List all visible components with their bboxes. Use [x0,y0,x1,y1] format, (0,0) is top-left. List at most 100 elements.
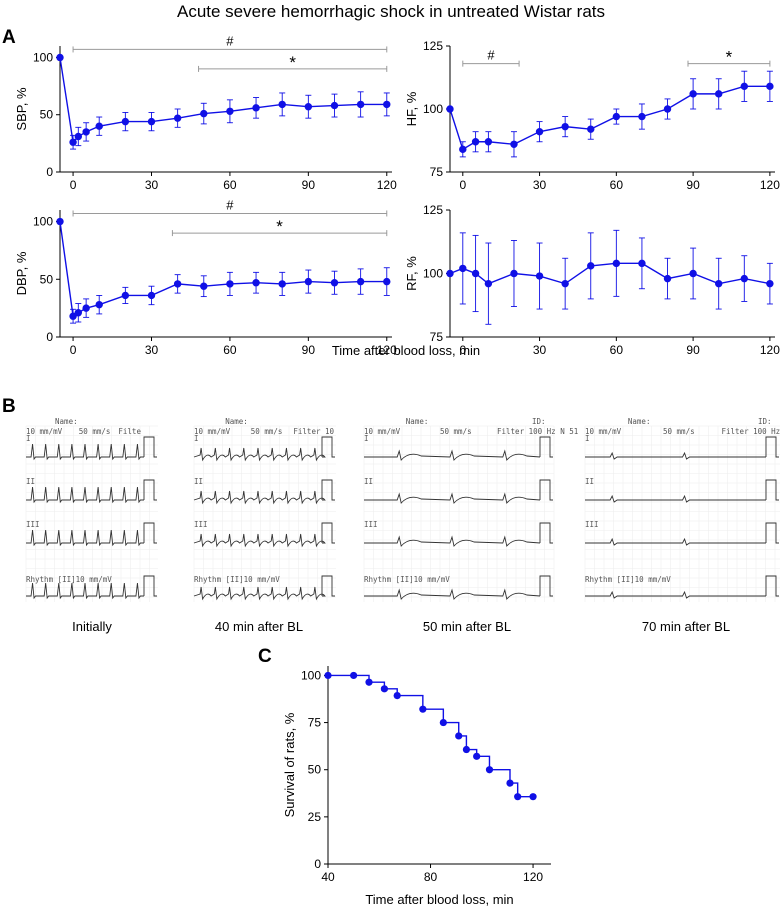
ecg-calibration-pulse [765,479,779,501]
rf-y-tick-label: 100 [423,267,443,281]
dbp-significance-star: * [276,217,283,236]
ecg-rhythm-label: Rhythm [II]10 mm/mV [585,575,671,584]
dbp-point [74,309,82,317]
survival-point [462,745,471,754]
sbp-point [74,132,82,141]
rf-y-tick-label: 125 [423,203,443,217]
ecg-calibration-pulse [765,575,779,597]
survival-y-tick-label: 25 [308,810,322,824]
ecg-header-gain: 10 mm/mV [194,427,231,436]
ecg-calibration-pulse [143,479,157,501]
ecg-calibration-pulse [143,575,157,597]
rf-x-tick-label: 60 [610,343,624,357]
dbp-point [383,277,391,286]
dbp-point [278,280,286,288]
hf-y-axis-label: HF, % [404,91,419,126]
ecg-calibration-pulse [321,436,335,458]
ecg-header-name: Name: [55,417,78,426]
rf-point [715,279,723,288]
ecg-calibration-pulse [765,522,779,544]
survival-point [350,671,358,680]
rf-y-axis-label: RF, % [404,256,419,291]
hf-series-line [449,85,770,151]
survival-point [485,766,494,774]
ecg-trace [193,586,326,601]
ecg-header-filter: Filte [118,427,141,436]
ecg-trace [364,449,541,461]
hf-chart: 75 100 125 0 30 60 90 120 HF, % # * [404,39,780,192]
dbp-point [356,277,365,286]
survival-point [393,692,401,700]
ecg-header-name: Name: [225,417,248,426]
dbp-point [56,217,64,226]
sbp-point [330,101,339,110]
dbp-y-tick-label: 100 [33,215,53,229]
ecg-calibration-pulse [765,436,779,458]
dbp-y-tick-label: 0 [46,330,53,344]
dbp-point [69,312,77,320]
sbp-y-tick-label: 0 [46,165,53,179]
ecg-header-speed: 50 mm/s [251,427,283,436]
ecg-calibration-pulse [539,522,553,544]
rf-point [471,269,480,278]
hf-point [715,90,723,98]
dbp-point [226,280,234,288]
shared-x-axis-label: Time after blood loss, min [332,343,480,358]
panel-label-b: B [2,396,16,417]
survival-y-tick-label: 75 [308,716,322,730]
ecg-trace [585,494,766,503]
ecg-trace [585,451,766,460]
ecg-trace [364,535,541,547]
rf-point [535,272,544,280]
dbp-point [330,279,339,287]
hf-x-tick-label: 30 [533,178,547,192]
ecg-caption-40min: 40 min after BL [215,619,303,634]
rf-series-line [449,262,771,285]
ecg-lead-label: II [194,477,203,486]
rf-point [612,259,621,268]
rf-x-tick-label: 120 [760,343,780,357]
ecg-calibration-pulse [321,575,335,597]
survival-x-tick-label: 40 [321,870,335,884]
survival-step-line [328,674,534,798]
hf-point [612,112,621,121]
sbp-point [200,109,208,118]
dbp-point [252,279,260,287]
hf-point [740,82,748,91]
survival-point [365,678,373,686]
hf-point [766,82,774,91]
hf-y-tick-label: 125 [423,39,443,53]
ecg-caption-initially: Initially [72,619,112,634]
ecg-trace [26,582,144,600]
hf-point [638,112,646,121]
survival-point [324,671,332,680]
dbp-y-axis-label: DBP, % [14,251,29,295]
hf-point [587,125,595,133]
hf-y-tick-label: 75 [430,165,444,179]
hf-point [689,90,697,98]
sbp-y-axis-label: SBP, % [14,87,29,131]
sbp-point [304,103,313,111]
sbp-point [173,114,182,122]
sbp-point [95,122,103,130]
hf-x-tick-label: 120 [760,178,780,192]
sbp-point [383,100,391,109]
hf-significance-hash: # [487,48,495,63]
sbp-point [121,117,130,126]
dbp-point [121,291,130,300]
survival-point [380,685,388,693]
figure-title: Acute severe hemorrhagic shock in untrea… [177,2,605,21]
sbp-x-tick-label: 120 [377,178,397,192]
rf-point [663,274,672,283]
ecg-lead-label: III [364,520,378,529]
hf-x-tick-label: 60 [610,178,624,192]
hf-y-tick-label: 100 [423,102,443,116]
survival-x-tick-label: 80 [424,870,438,884]
ecg-lead-label: I [26,434,31,443]
rf-point [510,269,518,278]
dbp-y-tick-label: 50 [40,272,54,286]
ecg-header-speed: 50 mm/s [663,427,695,436]
ecg-caption-50min: 50 min after BL [423,619,511,634]
ecg-header-id: ID: [758,417,772,426]
